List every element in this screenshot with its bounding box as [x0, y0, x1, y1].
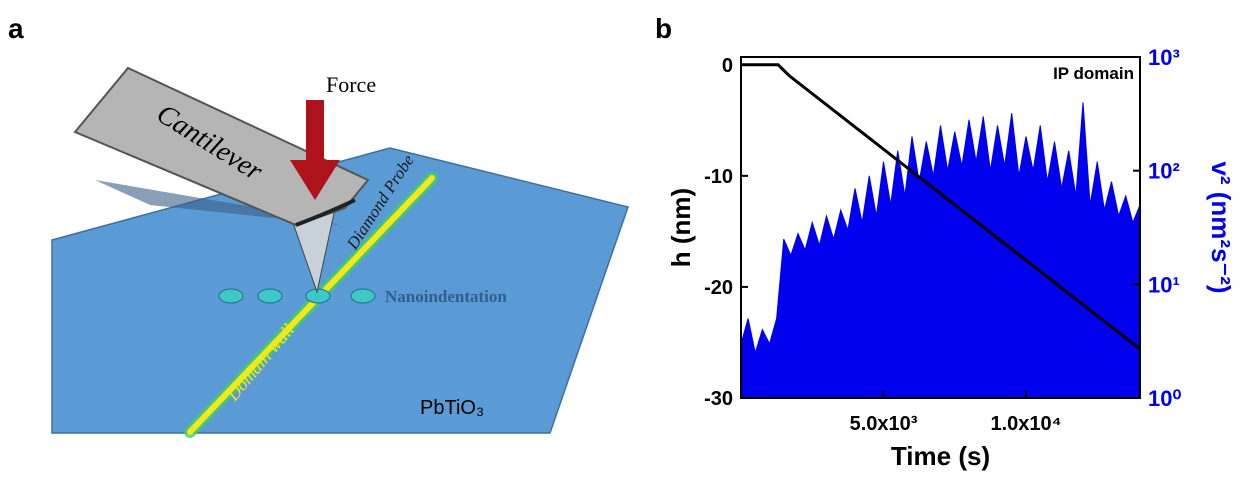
panel-label: a	[8, 13, 24, 44]
material-label: PbTiO₃	[420, 397, 484, 419]
indent	[350, 288, 376, 304]
y-tick-label: -30	[704, 388, 733, 410]
force-arrow-head	[290, 160, 340, 200]
force-arrow-shaft	[306, 100, 324, 162]
indent	[218, 288, 244, 304]
x-axis-title: Time (s)	[891, 441, 990, 471]
plot-frame	[740, 56, 1141, 399]
y-axis-title: h (nm)	[666, 188, 696, 267]
v2-area	[740, 102, 1141, 399]
annotation: IP domain	[1053, 64, 1134, 83]
domain-wall	[187, 175, 435, 435]
indentation-label: Nanoindentation	[385, 287, 507, 306]
y2-tick-label: 10²	[1148, 159, 1180, 184]
cantilever-edge	[295, 198, 356, 227]
y2-tick-label: 10¹	[1148, 272, 1180, 297]
panel-label: b	[655, 13, 672, 44]
indent	[305, 288, 331, 304]
force-label: Force	[326, 72, 376, 97]
x-tick-label: 5.0x10³	[850, 413, 918, 435]
h-line	[741, 63, 1141, 351]
y-tick-label: -10	[704, 166, 733, 188]
indent	[257, 288, 283, 304]
cantilever	[73, 66, 370, 227]
x-tick-label: 1.0x10⁴	[990, 413, 1061, 435]
y2-axis-title: v² (nm²s⁻²)	[1206, 161, 1236, 293]
y-tick-label: -20	[704, 277, 733, 299]
y2-tick-label: 10⁰	[1148, 386, 1181, 411]
y2-tick-label: 10³	[1148, 45, 1180, 70]
y-tick-label: 0	[722, 55, 733, 77]
